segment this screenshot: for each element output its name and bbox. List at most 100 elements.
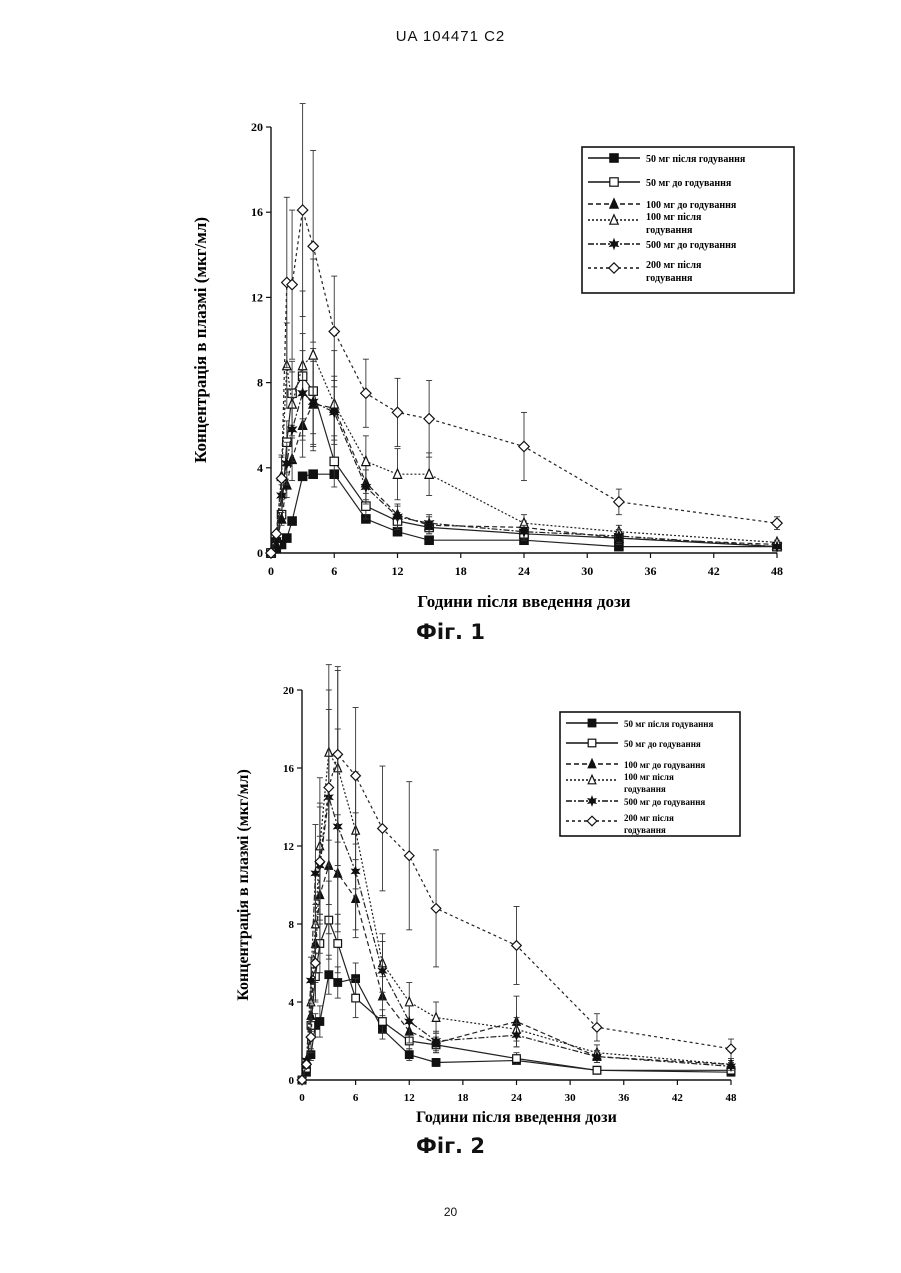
data-point bbox=[513, 1055, 521, 1063]
y-tick-label: 4 bbox=[289, 997, 295, 1009]
x-tick-label: 42 bbox=[672, 1092, 684, 1104]
data-point bbox=[283, 534, 291, 542]
y-tick-label: 12 bbox=[283, 841, 295, 853]
legend-label-line: 100 мг після bbox=[646, 212, 702, 223]
data-point bbox=[334, 940, 342, 948]
x-tick-label: 12 bbox=[404, 1092, 416, 1104]
x-axis-label: Години після введення дози bbox=[416, 1109, 617, 1126]
legend-label: 50 мг до годування bbox=[624, 739, 701, 749]
legend-marker bbox=[610, 154, 618, 162]
x-tick-label: 48 bbox=[726, 1092, 738, 1104]
x-tick-label: 12 bbox=[392, 564, 404, 578]
data-point bbox=[614, 497, 624, 507]
y-tick-label: 16 bbox=[283, 763, 295, 775]
data-point bbox=[392, 407, 402, 417]
data-point bbox=[297, 205, 307, 215]
data-point bbox=[379, 1018, 387, 1026]
legend-label-line: годування bbox=[624, 784, 666, 794]
data-point bbox=[330, 457, 338, 465]
legend-label: 100 мг до годування bbox=[624, 760, 705, 770]
data-point bbox=[309, 470, 317, 478]
data-point bbox=[431, 904, 441, 914]
y-tick-label: 8 bbox=[289, 919, 295, 931]
data-point bbox=[432, 1059, 440, 1067]
legend-label: 100 мг до годування bbox=[646, 200, 737, 211]
data-point bbox=[329, 326, 339, 336]
x-tick-label: 48 bbox=[771, 564, 783, 578]
legend-label-line: годування bbox=[624, 825, 666, 835]
series-4 bbox=[267, 259, 781, 557]
x-tick-label: 6 bbox=[353, 1092, 359, 1104]
y-tick-label: 12 bbox=[251, 290, 263, 304]
data-point bbox=[352, 867, 359, 875]
y-tick-label: 0 bbox=[289, 1075, 295, 1087]
data-point bbox=[726, 1044, 736, 1054]
data-point bbox=[362, 456, 370, 465]
legend-label: 50 мг після годування bbox=[646, 154, 746, 165]
legend-label: 50 мг до годування bbox=[646, 178, 732, 189]
y-axis-label: Концентрація в плазмі (мкг/мл) bbox=[235, 769, 252, 1001]
x-tick-label: 42 bbox=[708, 564, 720, 578]
data-point bbox=[361, 388, 371, 398]
legend-label: 500 мг до годування bbox=[624, 797, 705, 807]
legend: 50 мг після годування50 мг до годування1… bbox=[560, 712, 740, 836]
data-point bbox=[333, 750, 343, 760]
data-point bbox=[425, 536, 433, 544]
x-tick-label: 30 bbox=[581, 564, 593, 578]
data-point bbox=[519, 441, 529, 451]
figure-2-chart: 0481216200612182430364248Години після вв… bbox=[235, 665, 740, 1126]
data-point bbox=[424, 414, 434, 424]
x-tick-label: 30 bbox=[565, 1092, 577, 1104]
legend-label-line: 200 мг після bbox=[624, 813, 674, 823]
data-point bbox=[425, 469, 433, 478]
legend-label-line: годування bbox=[646, 273, 693, 284]
legend-marker bbox=[588, 719, 596, 727]
x-tick-label: 0 bbox=[299, 1092, 305, 1104]
y-tick-label: 16 bbox=[251, 205, 263, 219]
data-point bbox=[379, 967, 386, 975]
x-tick-label: 6 bbox=[331, 564, 337, 578]
series-1 bbox=[267, 470, 781, 557]
x-tick-label: 24 bbox=[511, 1092, 523, 1104]
page-number: 20 bbox=[0, 1205, 901, 1219]
data-point bbox=[308, 241, 318, 251]
data-point bbox=[351, 771, 361, 781]
data-point bbox=[352, 994, 360, 1002]
data-point bbox=[405, 997, 413, 1006]
figure-1-chart: 0481216200612182430364248Години після вв… bbox=[191, 104, 794, 611]
x-axis-label: Години після введення дози bbox=[417, 592, 630, 611]
legend-label-line: 200 мг після bbox=[646, 260, 702, 271]
y-axis-label: Концентрація в плазмі (мкг/мл) bbox=[191, 217, 210, 463]
y-tick-label: 20 bbox=[283, 685, 295, 697]
data-point bbox=[316, 1018, 324, 1026]
data-point bbox=[432, 1013, 440, 1022]
y-tick-label: 20 bbox=[251, 120, 263, 134]
legend-label: 500 мг до годування bbox=[646, 240, 737, 251]
x-tick-label: 18 bbox=[455, 564, 467, 578]
x-tick-label: 18 bbox=[457, 1092, 469, 1104]
data-point bbox=[325, 971, 333, 979]
figure-1-caption: Фіг. 1 bbox=[0, 620, 901, 644]
data-point bbox=[288, 425, 296, 434]
legend-label-line: годування bbox=[646, 225, 693, 236]
y-tick-label: 8 bbox=[257, 376, 263, 390]
data-point bbox=[592, 1023, 602, 1033]
data-point bbox=[404, 851, 414, 861]
data-point bbox=[334, 979, 342, 987]
data-point bbox=[405, 1051, 413, 1059]
legend-marker bbox=[588, 739, 596, 747]
x-tick-label: 36 bbox=[645, 564, 657, 578]
y-tick-label: 0 bbox=[257, 546, 263, 560]
legend-label-line: 100 мг після bbox=[624, 772, 674, 782]
data-point bbox=[309, 350, 317, 359]
x-tick-label: 0 bbox=[268, 564, 274, 578]
data-point bbox=[299, 389, 307, 398]
data-point bbox=[315, 857, 325, 867]
x-tick-label: 36 bbox=[618, 1092, 630, 1104]
data-point bbox=[298, 472, 306, 480]
data-point bbox=[593, 1066, 601, 1074]
y-tick-label: 4 bbox=[257, 461, 263, 475]
legend-marker bbox=[610, 178, 618, 186]
x-tick-label: 24 bbox=[518, 564, 530, 578]
figure-2-caption: Фіг. 2 bbox=[0, 1134, 901, 1158]
